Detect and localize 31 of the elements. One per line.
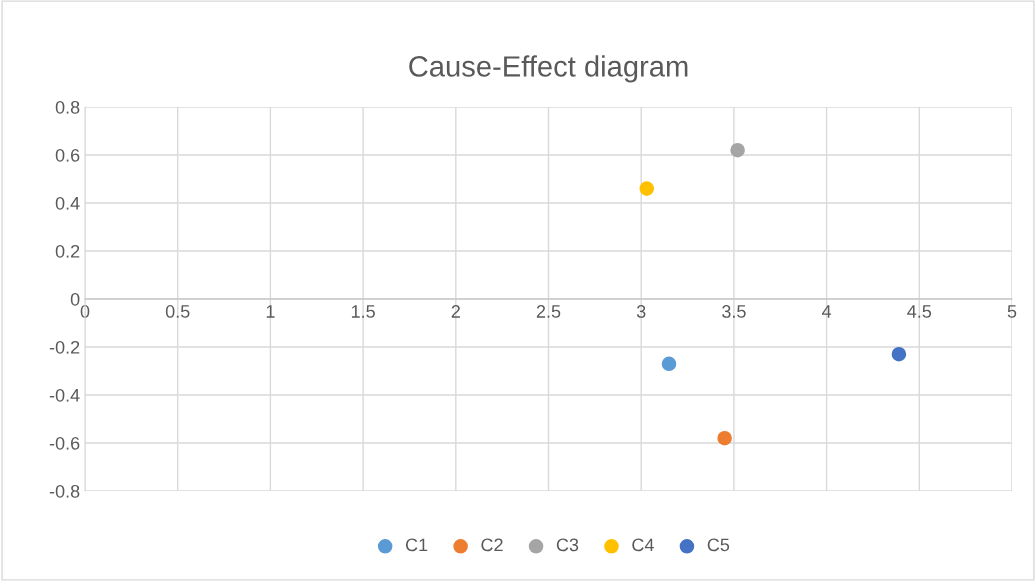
- legend-label: C2: [481, 538, 503, 552]
- y-tick-label: 0.8: [55, 100, 80, 114]
- x-tick-label: 3.5: [722, 305, 746, 318]
- x-tick-label: 2.5: [536, 305, 561, 318]
- x-tick-label: 4: [821, 305, 832, 318]
- point: [730, 142, 745, 158]
- legend-label: C4: [632, 538, 654, 552]
- y-tick-label: 0.6: [55, 148, 80, 162]
- x-tick-label: 0.5: [165, 305, 190, 318]
- y-tick-label: 0: [70, 292, 80, 306]
- x-tick-label: 2: [451, 305, 460, 318]
- legend-label: C1: [405, 538, 428, 552]
- point: [891, 346, 907, 362]
- y-tick-label: -0.8: [49, 484, 80, 498]
- x-tick-label: 3: [636, 305, 646, 318]
- y-tick-label: -0.4: [49, 388, 80, 402]
- legend-label: C3: [556, 538, 579, 552]
- chart-title: Cause-Effect diagram: [409, 55, 688, 83]
- x-tick-label: 4.5: [907, 305, 932, 318]
- legend-label: C5: [707, 538, 730, 552]
- x-tick-label: 5: [1007, 305, 1017, 318]
- point: [639, 181, 655, 196]
- y-tick-label: 0.4: [55, 196, 80, 210]
- point: [661, 356, 677, 372]
- x-tick-label: 0: [80, 305, 90, 318]
- y-tick-label: -0.2: [49, 340, 80, 354]
- x-tick-label: 1: [266, 305, 275, 318]
- point: [717, 430, 732, 446]
- y-tick-label: -0.6: [49, 436, 80, 450]
- y-tick-label: 0.2: [55, 244, 80, 258]
- x-tick-label: 1.5: [351, 305, 375, 318]
